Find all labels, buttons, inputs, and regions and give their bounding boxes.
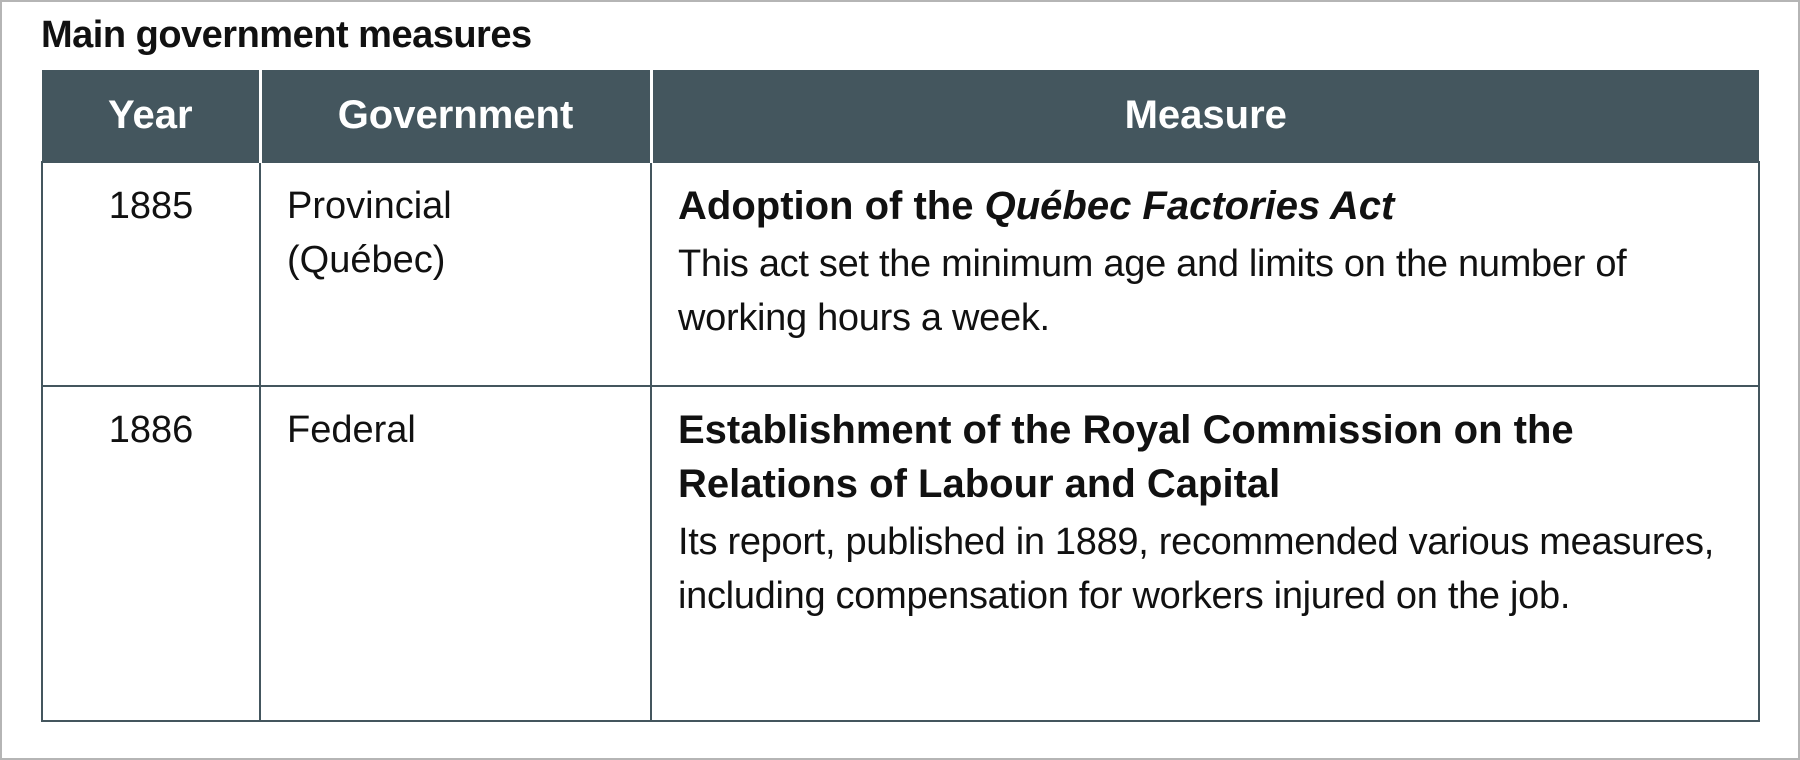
column-header-year: Year xyxy=(42,70,260,162)
table-title: Main government measures xyxy=(41,14,532,56)
column-header-government: Government xyxy=(258,70,651,162)
measure-description: This act set the minimum age and limits … xyxy=(678,243,1627,339)
measure-cell: Establishment of the Royal Commission on… xyxy=(650,385,1760,722)
measure-title-text: Adoption of the xyxy=(678,184,985,228)
government-cell: Federal xyxy=(259,385,652,722)
measure-title: Adoption of the Québec Factories Act xyxy=(678,179,1732,233)
government-cell: Provincial (Québec) xyxy=(259,161,652,387)
table-row: 1886 Federal Establishment of the Royal … xyxy=(41,385,1760,722)
measures-table: Year Government Measure 1885 Provincial … xyxy=(41,70,1760,722)
measure-description: Its report, published in 1889, recommend… xyxy=(678,521,1714,617)
table-header-row: Year Government Measure xyxy=(42,70,1759,162)
year-cell: 1886 xyxy=(41,385,261,722)
measure-title: Establishment of the Royal Commission on… xyxy=(678,408,1574,506)
measure-cell: Adoption of the Québec Factories Act Thi… xyxy=(650,161,1760,387)
column-header-measure: Measure xyxy=(649,70,1759,162)
table-row: 1885 Provincial (Québec) Adoption of the… xyxy=(41,161,1760,387)
act-name: Québec Factories Act xyxy=(984,184,1395,228)
year-cell: 1885 xyxy=(41,161,261,387)
